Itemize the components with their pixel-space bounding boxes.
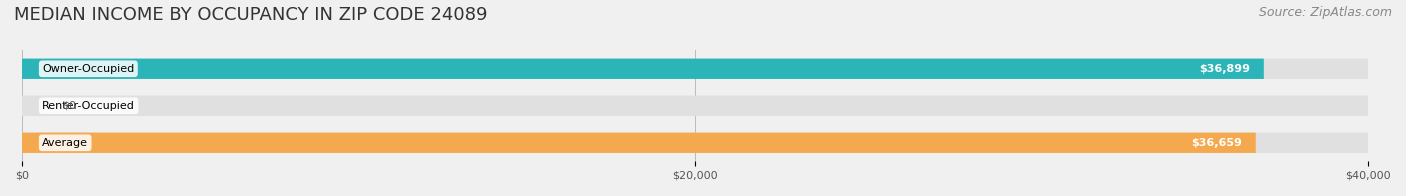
FancyBboxPatch shape (22, 133, 1368, 153)
Text: Renter-Occupied: Renter-Occupied (42, 101, 135, 111)
Text: Owner-Occupied: Owner-Occupied (42, 64, 135, 74)
FancyBboxPatch shape (22, 59, 1264, 79)
FancyBboxPatch shape (22, 59, 1368, 79)
Text: MEDIAN INCOME BY OCCUPANCY IN ZIP CODE 24089: MEDIAN INCOME BY OCCUPANCY IN ZIP CODE 2… (14, 6, 488, 24)
Text: $0: $0 (62, 101, 76, 111)
Text: $36,899: $36,899 (1199, 64, 1250, 74)
Text: $36,659: $36,659 (1191, 138, 1243, 148)
FancyBboxPatch shape (22, 96, 1368, 116)
FancyBboxPatch shape (22, 133, 1256, 153)
Text: Source: ZipAtlas.com: Source: ZipAtlas.com (1258, 6, 1392, 19)
Text: Average: Average (42, 138, 89, 148)
